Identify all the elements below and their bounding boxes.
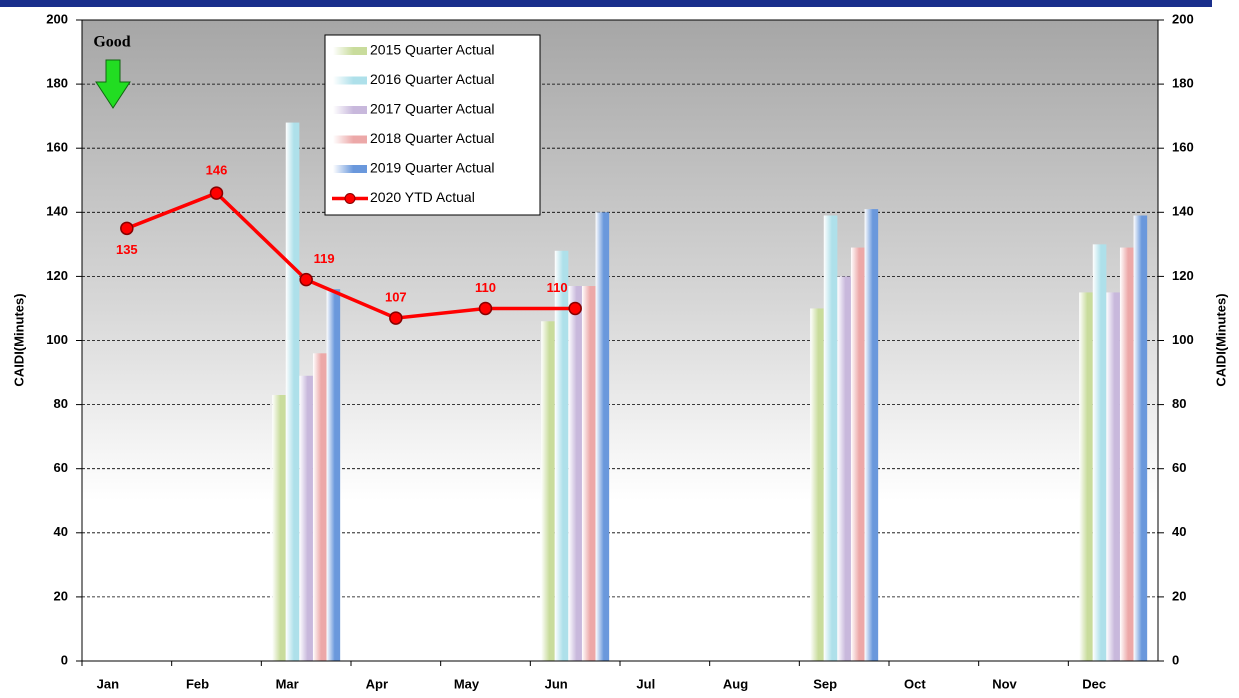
legend-label: 2017 Quarter Actual bbox=[370, 101, 495, 117]
y2-tick-label: 200 bbox=[1172, 11, 1194, 26]
y2-axis-title: CAIDI(Minutes) bbox=[1213, 293, 1228, 386]
bar bbox=[272, 394, 286, 661]
bar bbox=[1079, 292, 1093, 661]
line-point bbox=[120, 221, 134, 236]
y-tick-label: 80 bbox=[54, 396, 68, 411]
line-point bbox=[209, 186, 224, 200]
bar bbox=[595, 212, 610, 662]
top-band bbox=[0, 0, 1212, 7]
data-label: 110 bbox=[547, 280, 568, 295]
y-tick-label: 200 bbox=[46, 11, 68, 26]
bar bbox=[285, 122, 300, 661]
x-tick-label: Jan bbox=[97, 676, 119, 691]
legend bbox=[324, 34, 541, 216]
x-tick-label: Sep bbox=[813, 676, 837, 691]
bar bbox=[1092, 244, 1107, 661]
y2-tick-label: 80 bbox=[1172, 396, 1186, 411]
x-tick-label: Feb bbox=[186, 676, 209, 691]
x-tick-label: Oct bbox=[904, 676, 926, 691]
x-tick-label: May bbox=[454, 676, 480, 691]
legend-label: 2019 Quarter Actual bbox=[370, 160, 495, 176]
bar bbox=[568, 286, 582, 661]
legend-label: 2015 Quarter Actual bbox=[370, 42, 495, 58]
bar bbox=[864, 209, 879, 661]
bar bbox=[299, 375, 313, 661]
legend-swatch bbox=[333, 76, 367, 85]
y2-tick-label: 0 bbox=[1172, 652, 1179, 667]
good-arrow bbox=[95, 59, 131, 109]
bar bbox=[581, 286, 596, 661]
line-point bbox=[299, 272, 313, 287]
y2-tick-label: 60 bbox=[1172, 460, 1186, 475]
bar bbox=[1133, 215, 1148, 661]
y-tick-label: 140 bbox=[46, 204, 68, 219]
legend-label: 2016 Quarter Actual bbox=[370, 71, 495, 87]
x-tick-label: Nov bbox=[992, 676, 1017, 691]
y-tick-label: 120 bbox=[46, 268, 68, 283]
line bbox=[126, 191, 576, 320]
line-point bbox=[478, 301, 493, 316]
x-tick-label: Apr bbox=[366, 676, 388, 691]
data-label: 107 bbox=[385, 290, 407, 305]
y2-tick-label: 40 bbox=[1172, 524, 1186, 539]
y2-tick-label: 100 bbox=[1172, 332, 1194, 347]
y-tick-label: 40 bbox=[54, 524, 68, 539]
x-tick-label: Jun bbox=[545, 676, 568, 691]
y2-tick-label: 160 bbox=[1172, 140, 1194, 155]
y-tick-label: 60 bbox=[54, 460, 68, 475]
legend-swatch bbox=[333, 106, 367, 114]
legend-swatch bbox=[333, 135, 367, 144]
x-tick-label: Dec bbox=[1082, 676, 1106, 691]
bar bbox=[326, 289, 341, 661]
y2-tick-label: 120 bbox=[1172, 268, 1194, 283]
annotation: Good bbox=[93, 34, 130, 51]
bar bbox=[810, 308, 824, 661]
bar bbox=[823, 215, 838, 661]
legend-label: 2020 YTD Actual bbox=[370, 189, 475, 205]
x-tick-label: Aug bbox=[723, 676, 748, 691]
line-point bbox=[568, 301, 582, 316]
y-tick-label: 160 bbox=[46, 140, 68, 155]
y-tick-label: 100 bbox=[46, 332, 68, 347]
bar bbox=[1119, 247, 1134, 661]
y2-tick-label: 20 bbox=[1172, 588, 1186, 603]
legend-label: 2018 Quarter Actual bbox=[370, 130, 495, 146]
y-tick-label: 180 bbox=[46, 76, 68, 91]
bar bbox=[312, 353, 327, 661]
bar bbox=[850, 247, 865, 661]
bar bbox=[554, 250, 569, 661]
data-label: 119 bbox=[314, 251, 335, 266]
legend-swatch bbox=[333, 47, 367, 55]
data-label: 135 bbox=[116, 242, 138, 257]
y2-tick-label: 180 bbox=[1172, 76, 1194, 91]
y2-tick-label: 140 bbox=[1172, 204, 1194, 219]
legend-marker bbox=[344, 193, 356, 204]
line-point bbox=[389, 311, 403, 325]
y-tick-label: 20 bbox=[54, 588, 68, 603]
bar bbox=[837, 276, 851, 661]
legend-swatch bbox=[333, 165, 367, 173]
data-label: 110 bbox=[475, 280, 496, 295]
bar bbox=[541, 321, 555, 661]
bar bbox=[1106, 292, 1120, 661]
y-tick-label: 0 bbox=[61, 652, 68, 667]
x-tick-label: Mar bbox=[276, 676, 299, 691]
data-label: 146 bbox=[206, 163, 228, 178]
x-tick-label: Jul bbox=[636, 676, 655, 691]
y-axis-title: CAIDI(Minutes) bbox=[11, 293, 26, 386]
